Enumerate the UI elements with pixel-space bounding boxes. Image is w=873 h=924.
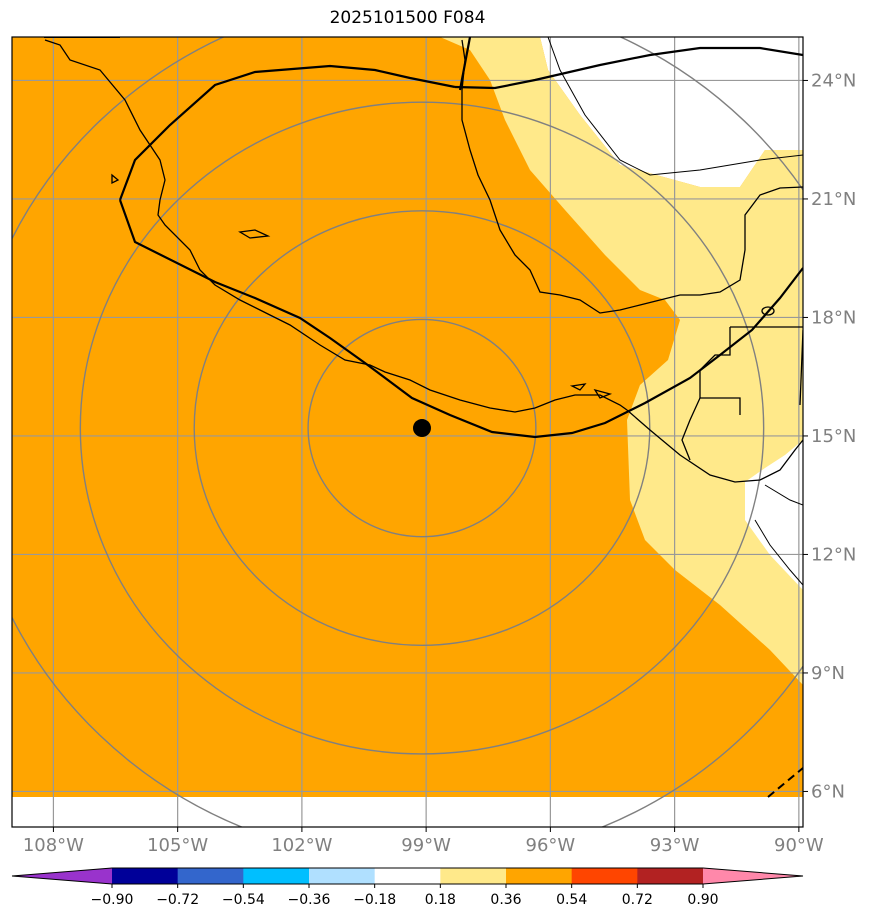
colorbar-swatch	[440, 868, 507, 884]
country-borders	[44, 37, 803, 798]
lat-tick-label: 24°N	[811, 70, 856, 91]
lon-tick-label: 90°W	[774, 835, 824, 856]
lat-tick-label: 18°N	[811, 307, 856, 328]
colorbar-tick-label: 0.72	[622, 892, 653, 908]
range-ring	[193, 210, 651, 646]
colorbar-tick-label: −0.54	[222, 892, 265, 908]
colorbar-swatch	[309, 868, 376, 884]
lon-tick-label: 99°W	[401, 835, 451, 856]
lon-tick-label: 108°W	[23, 835, 84, 856]
lat-tick-label: 9°N	[811, 663, 845, 684]
lat-tick-label: 15°N	[811, 426, 856, 447]
colorbar	[11, 867, 804, 885]
graticule	[12, 37, 803, 827]
colorbar-swatch	[374, 868, 441, 884]
lat-tick-label: 6°N	[811, 781, 845, 802]
colorbar-tick-label: 0.18	[425, 892, 456, 908]
colorbar-swatch	[637, 868, 704, 884]
plot-title: 2025101500 F084	[329, 8, 486, 28]
latitude-labels: 24°N 21°N 18°N 15°N 12°N 9°N 6°N	[803, 70, 856, 802]
colorbar-swatch	[243, 868, 310, 884]
colorbar-tick-label: 0.90	[687, 892, 718, 908]
lat-tick-label: 21°N	[811, 189, 856, 210]
colorbar-tick-label: 0.36	[490, 892, 521, 908]
colorbar-swatch	[12, 868, 112, 884]
colorbar-tick-label: −0.36	[288, 892, 331, 908]
lon-tick-label: 102°W	[271, 835, 332, 856]
longitude-labels: 108°W 105°W 102°W 99°W 96°W 93°W 90°W	[23, 827, 824, 856]
colorbar-swatch	[112, 868, 179, 884]
map-frame	[11, 36, 804, 828]
colorbar-swatch	[506, 868, 573, 884]
colorbar-tick-label: −0.18	[353, 892, 396, 908]
colorbar-labels: −0.90 −0.72 −0.54 −0.36 −0.18 0.18 0.36 0.54 0.7…	[91, 884, 719, 908]
lon-tick-label: 105°W	[147, 835, 208, 856]
storm-center-marker	[412, 419, 431, 438]
lon-tick-label: 96°W	[526, 835, 576, 856]
range-rings	[12, 37, 803, 827]
colorbar-swatch	[571, 868, 638, 884]
colorbar-tick-label: −0.90	[91, 892, 134, 908]
colorbar-swatch	[703, 868, 803, 884]
lat-tick-label: 12°N	[811, 544, 856, 565]
colorbar-tick-label: 0.54	[556, 892, 587, 908]
lon-tick-label: 93°W	[650, 835, 700, 856]
range-ring	[307, 318, 537, 538]
colorbar-swatch	[177, 868, 244, 884]
coastlines	[44, 39, 803, 483]
range-ring	[79, 101, 765, 755]
colorbar-tick-label: −0.72	[156, 892, 199, 908]
